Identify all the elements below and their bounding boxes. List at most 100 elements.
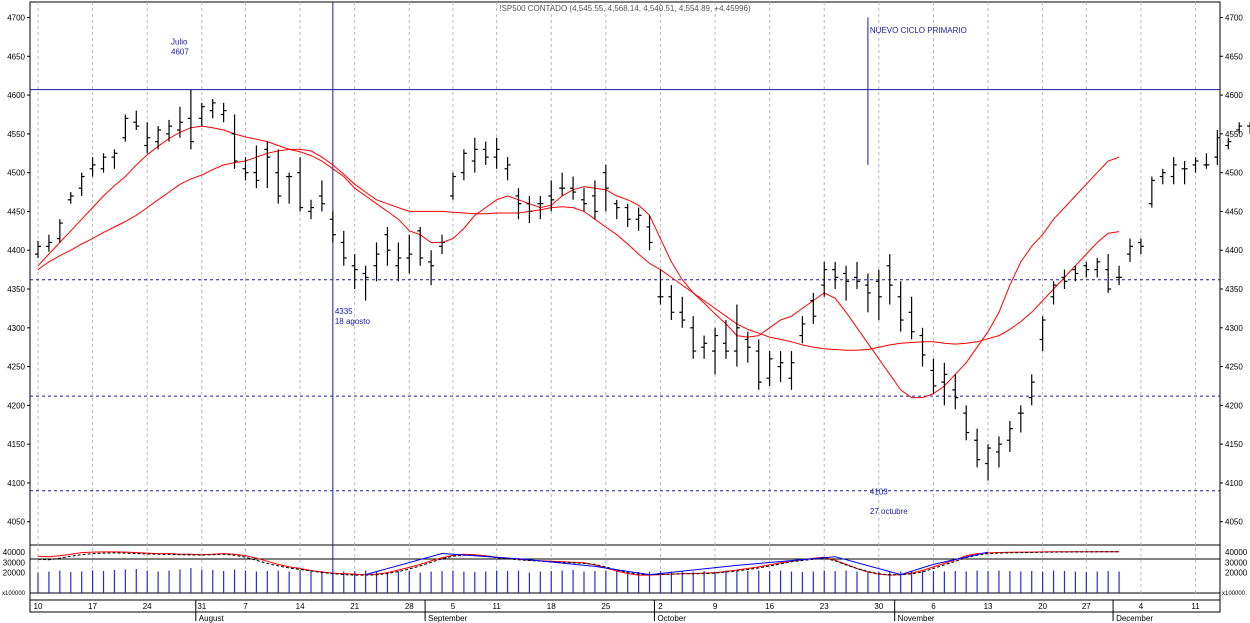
ohlc-bar — [559, 172, 566, 196]
ohlc-bar — [1061, 269, 1068, 290]
ohlc-bar — [821, 261, 828, 297]
price-tick-label: 4400 — [1225, 246, 1243, 255]
ohlc-bar — [799, 316, 806, 344]
ohlc-bar — [308, 199, 314, 220]
ohlc-bar — [733, 304, 740, 367]
ohlc-bar — [1214, 129, 1221, 165]
ohlc-bar — [1170, 157, 1177, 185]
price-tick-label: 4100 — [1225, 479, 1243, 488]
horizontal-level-lines — [30, 89, 1220, 492]
price-tick-label: 4450 — [7, 207, 25, 216]
ohlc-bar — [1181, 161, 1188, 185]
ohlc-bar — [897, 281, 904, 332]
price-tick-label: 4550 — [7, 130, 25, 139]
volume-tick-label: 30000 — [1225, 558, 1248, 567]
ohlc-bar — [995, 436, 1002, 468]
ohlc-bar — [1050, 281, 1057, 305]
ohlc-bar — [242, 157, 249, 181]
volume-panel — [37, 551, 1120, 593]
ohlc-bar — [1094, 257, 1101, 278]
date-tick-label: 18 — [547, 602, 556, 611]
date-tick-label: 13 — [984, 602, 993, 611]
ohlc-bar — [253, 145, 260, 189]
ohlc-bar — [657, 269, 664, 305]
ohlc-bar — [340, 230, 347, 266]
price-tick-label: 4250 — [1225, 363, 1243, 372]
ohlc-bar — [602, 164, 609, 212]
ohlc-bar — [843, 265, 850, 301]
volume-tick-label: 20000 — [3, 569, 26, 578]
ohlc-bar — [1006, 420, 1013, 452]
ohlc-bar — [952, 374, 959, 410]
ohlc-bar — [854, 261, 860, 290]
ohlc-bar — [810, 292, 817, 324]
date-tick-label: 16 — [765, 602, 774, 611]
ohlc-bar — [679, 296, 686, 328]
ohlc-bar — [166, 119, 173, 142]
ohlc-bar — [1192, 157, 1199, 173]
month-label: August — [199, 614, 225, 623]
moving-average-line — [37, 148, 1120, 351]
ohlc-bar — [570, 176, 577, 200]
price-tick-label: 4150 — [7, 440, 25, 449]
price-tick-label: 4350 — [1225, 285, 1243, 294]
annotation-text: 4335 — [335, 307, 353, 316]
ohlc-bar — [1148, 176, 1155, 208]
ohlc-bar — [701, 335, 708, 359]
annotation-text: 18 agosto — [335, 317, 371, 326]
price-tick-label: 4250 — [7, 363, 25, 372]
ohlc-bar — [646, 215, 653, 251]
price-tick-label: 4700 — [7, 14, 25, 23]
axis-tick-labels: 4050 4050 4100 4100 4150 4150 4200 4200 4250 4250… — [2, 14, 1248, 623]
annotation-text: 27 octubre — [870, 507, 908, 516]
ohlc-bar — [526, 195, 533, 224]
ohlc-bar — [941, 362, 948, 406]
ohlc-bar — [100, 153, 107, 173]
ohlc-bar — [351, 254, 358, 290]
vertical-gridlines — [37, 2, 1197, 593]
volume-oscillator-line — [37, 551, 1120, 576]
ohlc-bar — [766, 351, 773, 386]
price-tick-label: 4700 — [1225, 14, 1243, 23]
ohlc-bar — [264, 141, 271, 189]
volume-unit-label: x100000 — [1222, 591, 1246, 597]
price-tick-label: 4450 — [1225, 207, 1243, 216]
ohlc-bar — [89, 157, 96, 177]
ohlc-bar — [963, 405, 970, 441]
plot-border — [29, 1, 1221, 613]
ohlc-bar — [460, 149, 467, 181]
date-tick-label: 25 — [601, 602, 610, 611]
volume-tick-label: 40000 — [3, 548, 26, 557]
price-tick-label: 4300 — [1225, 324, 1243, 333]
month-label: October — [657, 614, 686, 623]
price-tick-label: 4200 — [1225, 401, 1243, 410]
price-tick-label: 4500 — [1225, 169, 1243, 178]
ohlc-bar — [67, 192, 74, 204]
ohlc-bar — [133, 110, 140, 130]
ohlc-bar — [1072, 265, 1079, 282]
moving-average-lines — [37, 125, 1120, 399]
ohlc-bar — [919, 327, 926, 367]
ohlc-bar — [1225, 137, 1232, 150]
ohlc-bar — [406, 234, 413, 274]
volume-tick-label: 40000 — [1225, 548, 1248, 557]
date-tick-label: 20 — [1038, 602, 1047, 611]
date-tick-label: 31 — [197, 602, 206, 611]
ohlc-bar — [1039, 316, 1046, 352]
price-tick-label: 4500 — [7, 169, 25, 178]
ohlc-bar — [1236, 122, 1243, 134]
date-tick-label: 7 — [243, 602, 248, 611]
ohlc-bar — [329, 211, 336, 243]
ohlc-bar — [864, 273, 871, 313]
ohlc-bar — [1083, 261, 1090, 278]
ohlc-bar — [111, 149, 118, 169]
date-tick-label: 11 — [1191, 602, 1200, 611]
chart-title: !SP500 CONTADO (4,545.55, 4,568.14, 4,54… — [499, 4, 751, 13]
annotation-text: 4607 — [171, 48, 189, 57]
ohlc-bar — [231, 114, 238, 169]
volume-unit-label: x100000 — [2, 591, 26, 597]
month-label: December — [1116, 614, 1153, 623]
ohlc-bar — [908, 296, 915, 340]
